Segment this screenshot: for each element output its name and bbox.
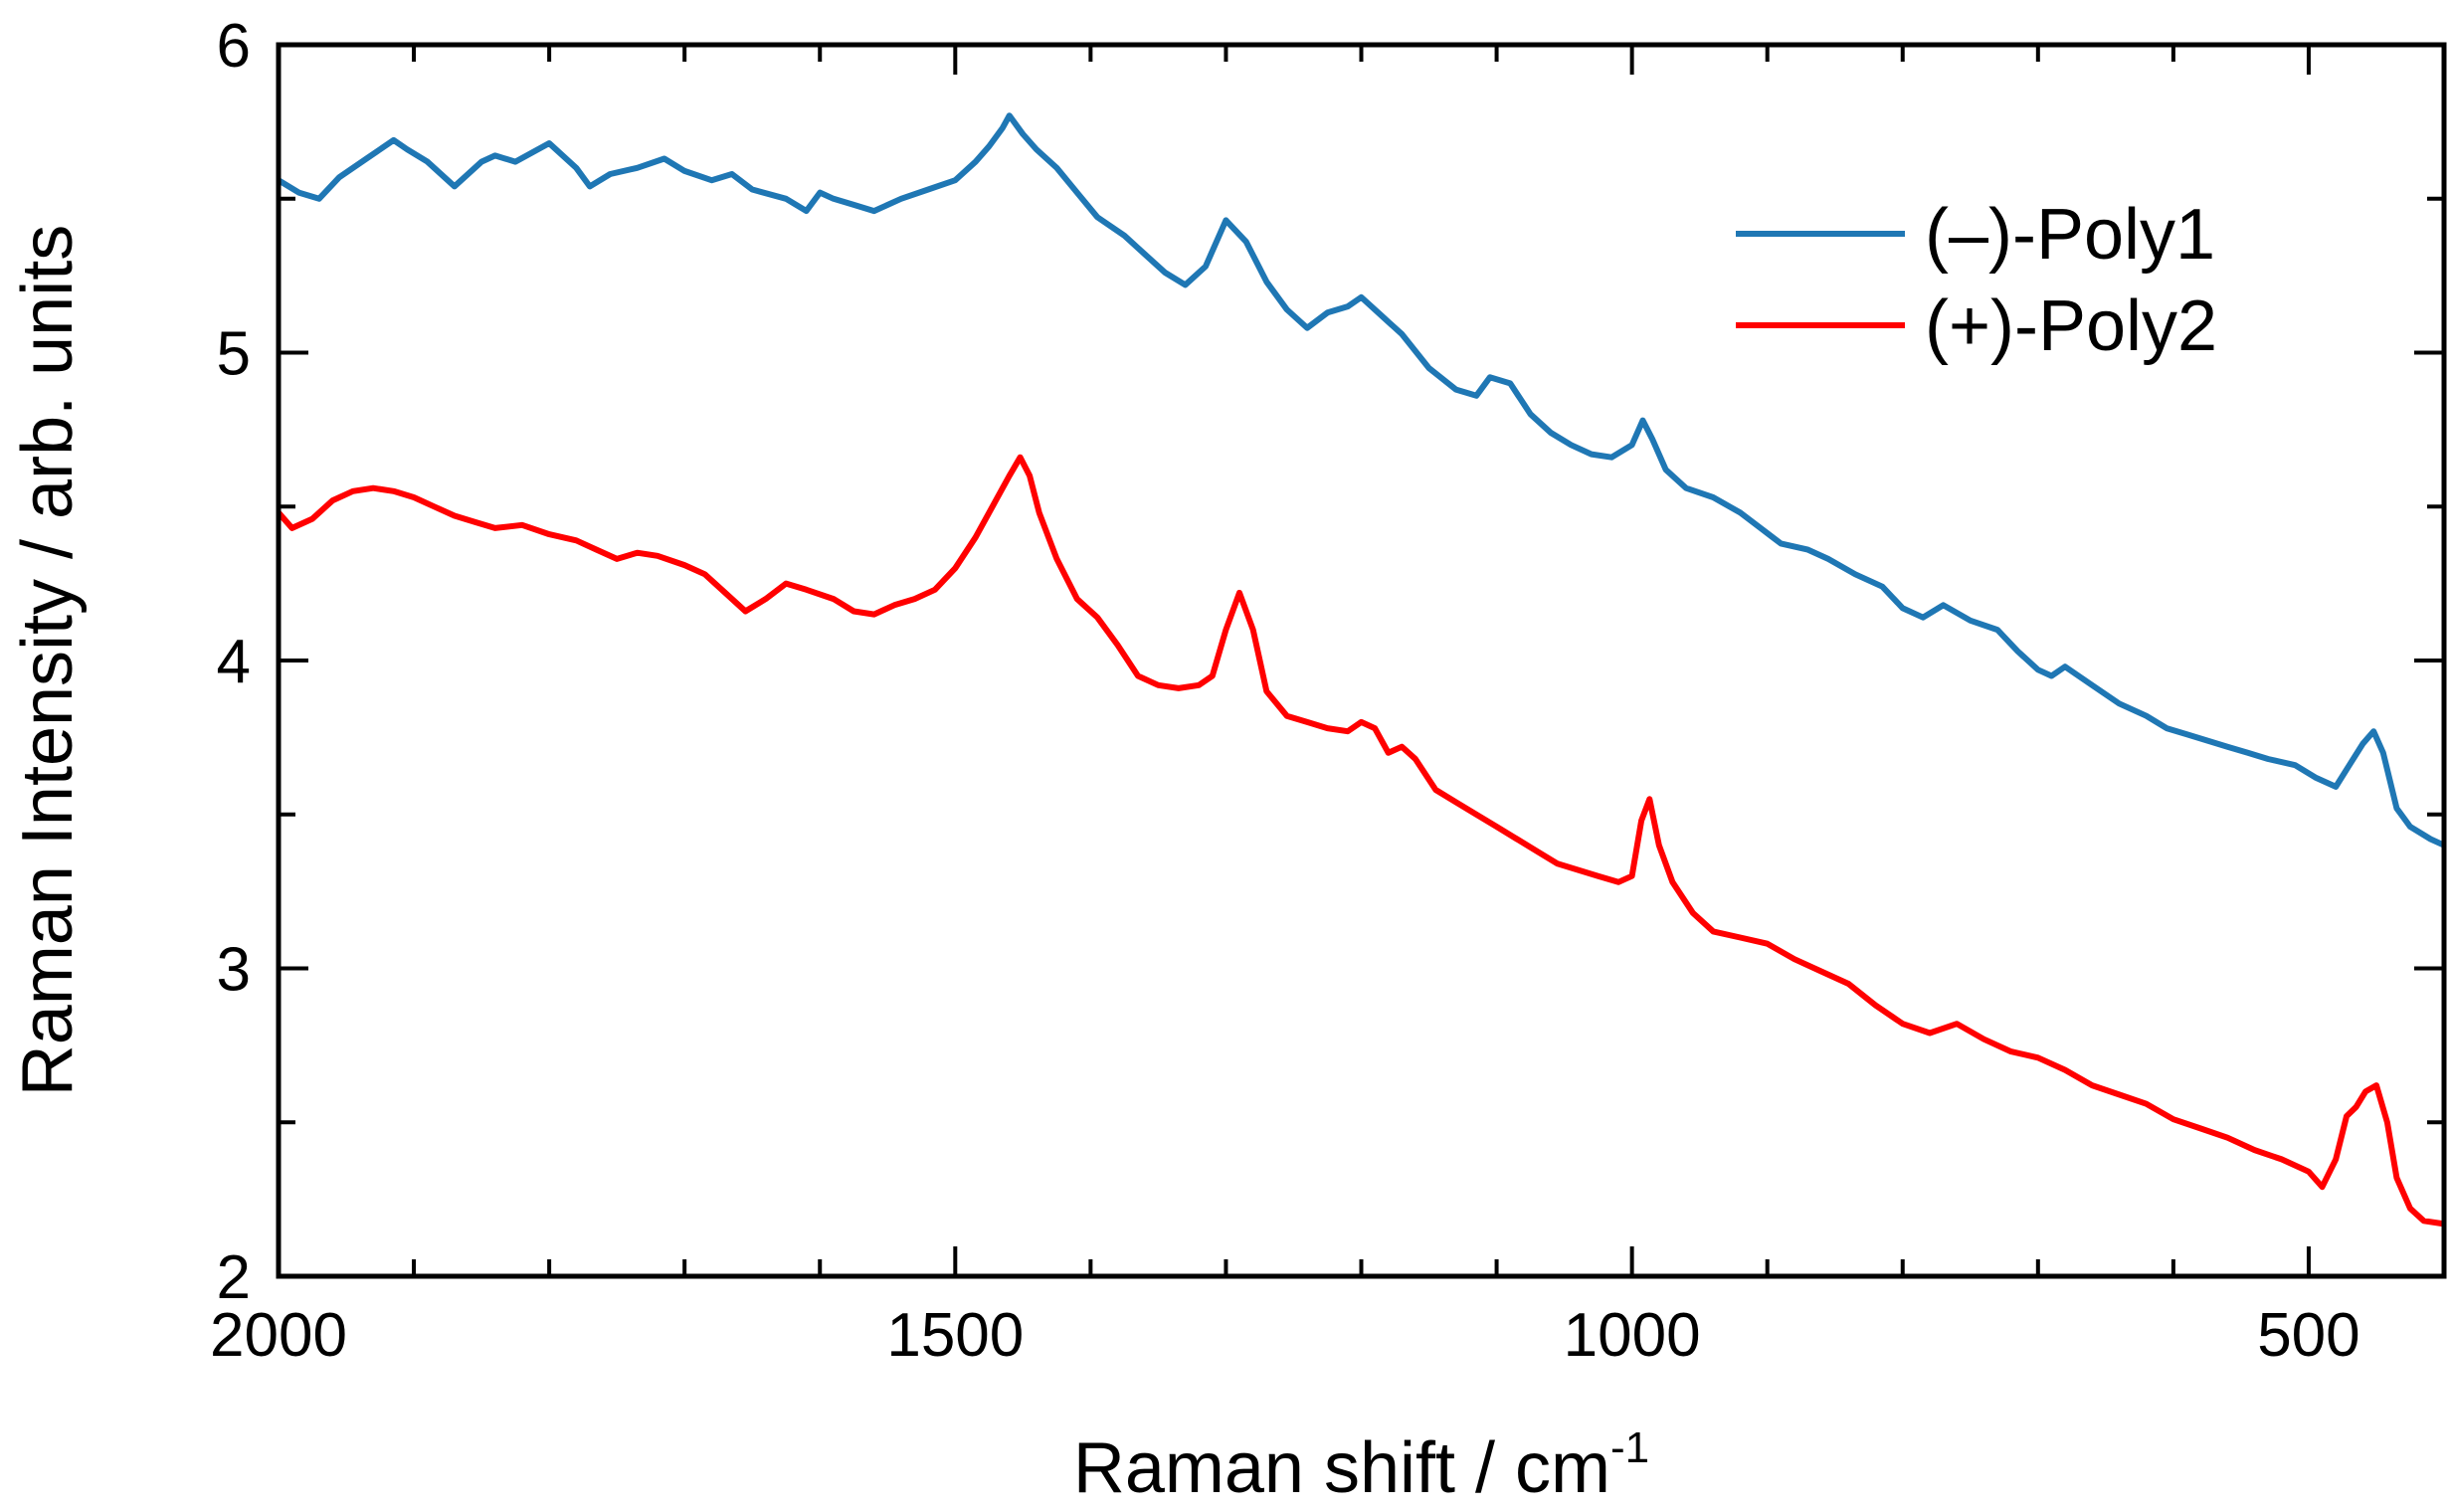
x-tick-label: 1500 bbox=[886, 1301, 1024, 1370]
y-axis-title: Raman Intensity / arb. units bbox=[8, 225, 88, 1096]
x-tick-label: 500 bbox=[2257, 1301, 2359, 1370]
legend-label-poly2: (+)-Poly2 bbox=[1925, 286, 2217, 366]
y-tick-label: 4 bbox=[217, 628, 251, 696]
series-lines bbox=[276, 112, 2446, 1228]
x-tick-label: 2000 bbox=[210, 1301, 347, 1370]
series-line-poly1 bbox=[277, 112, 2446, 849]
x-axis-title-main: Raman shift / cm bbox=[1073, 1428, 1610, 1508]
y-tick-label: 3 bbox=[217, 936, 251, 1005]
x-axis-title-superscript: -1 bbox=[1610, 1423, 1649, 1472]
legend-label-poly1: (–)-Poly1 bbox=[1925, 195, 2215, 275]
y-tick-label: 2 bbox=[217, 1243, 251, 1312]
x-tick-label: 1000 bbox=[1564, 1301, 1701, 1370]
x-axis-title: Raman shift / cm-1 bbox=[1073, 1423, 1649, 1508]
plot-frame bbox=[276, 42, 2447, 1279]
legend: (–)-Poly1 (+)-Poly2 bbox=[1736, 195, 2217, 366]
minor-ticks bbox=[279, 45, 2446, 1276]
y-tick-label: 6 bbox=[217, 12, 251, 81]
series-line-poly2 bbox=[276, 454, 2445, 1228]
y-tick-labels: 2 3 4 5 6 bbox=[217, 12, 251, 1312]
x-tick-labels: 2000 1500 1000 500 bbox=[210, 1301, 2360, 1370]
y-tick-label: 5 bbox=[217, 320, 251, 389]
